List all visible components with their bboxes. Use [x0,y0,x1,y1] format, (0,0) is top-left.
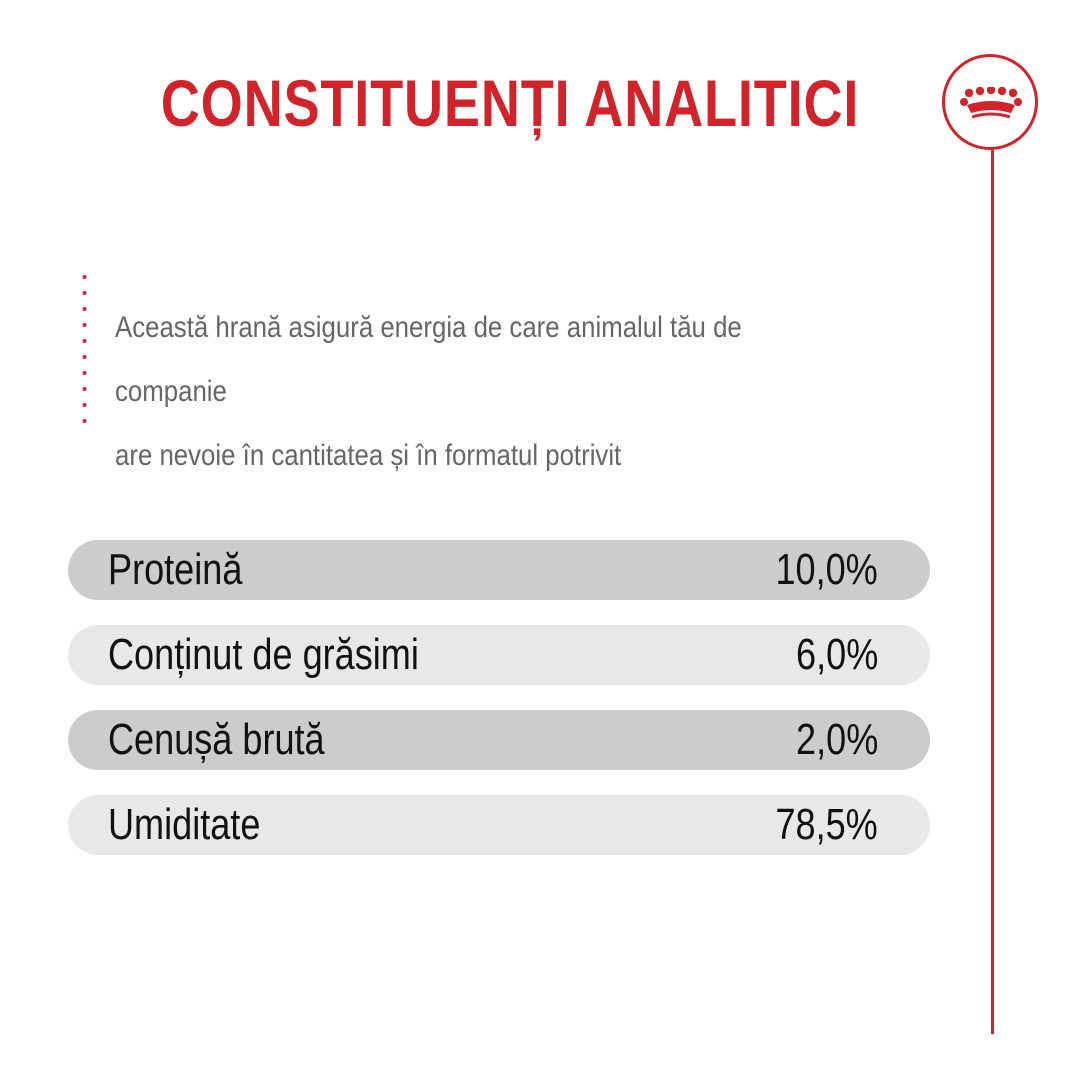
constituents-table: Proteină 10,0% Conținut de grăsimi 6,0% … [68,540,930,880]
table-row-protein: Proteină 10,0% [68,540,930,600]
row-value: 6,0% [795,630,878,679]
row-value: 78,5% [775,800,878,849]
page-title: CONSTITUENȚI ANALITICI [160,66,860,140]
brand-vertical-line [991,150,994,1034]
table-row-fat: Conținut de grăsimi 6,0% [68,625,930,685]
table-row-moisture: Umiditate 78,5% [68,795,930,855]
row-label: Umiditate [108,800,261,849]
row-value: 2,0% [795,715,878,764]
row-label: Conținut de grăsimi [108,630,419,679]
table-row-ash: Cenușă brută 2,0% [68,710,930,770]
intro-line-1: Această hrană asigură energia de care an… [115,311,742,408]
row-label: Cenușă brută [108,715,325,764]
dotted-divider [82,275,87,423]
brand-logo-badge [942,54,1038,150]
row-value: 10,0% [775,545,878,594]
row-label: Proteină [108,545,243,594]
intro-line-2: are nevoie în cantitatea și în formatul … [115,439,622,472]
intro-text: Această hrană asigură energia de care an… [115,296,855,488]
crown-icon [960,87,1022,119]
